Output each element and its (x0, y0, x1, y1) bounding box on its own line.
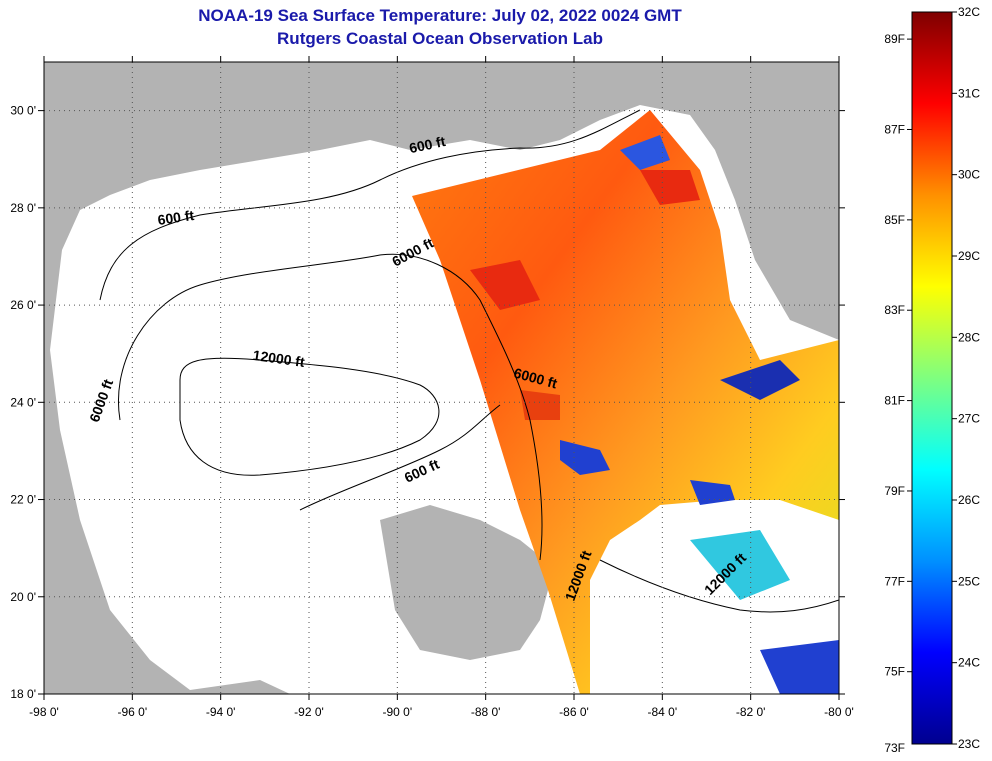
contour-label: 12000 ft (252, 347, 306, 370)
contour-12000ft (179, 357, 440, 476)
colorbar-label-f: 79F (884, 484, 905, 498)
map-frame (43, 61, 840, 695)
lon-tick-label: -86 0' (559, 705, 589, 719)
lat-tick-label: 26 0' (10, 298, 36, 312)
colorbar-labels: 32C 31C 30C 29C 28C 27C 26C 25C 24C 23C 89F 87F 85F 8… (884, 5, 980, 755)
axis-tick-labels: -98 0' -96 0' -94 0' -92 0' -90 0' -88 0' -86 … (10, 104, 853, 719)
sst-cool-patch (620, 135, 670, 170)
sst-swath (412, 110, 839, 694)
sst-cool-patch (720, 360, 800, 400)
yucatan-land (380, 505, 548, 660)
sst-warm-patch (470, 260, 540, 310)
lon-tick-label: -96 0' (118, 705, 148, 719)
colorbar-label-f: 81F (884, 394, 905, 408)
lon-tick-label: -90 0' (383, 705, 413, 719)
caribbean-water (560, 480, 839, 694)
colorbar-label-f: 75F (884, 665, 905, 679)
map-subtitle: Rutgers Coastal Ocean Observation Lab (277, 29, 603, 48)
lon-tick-label: -80 0' (824, 705, 854, 719)
colorbar-label-f: 77F (884, 574, 905, 588)
lon-tick-label: -82 0' (736, 705, 766, 719)
contour-6000ft (118, 253, 543, 561)
sst-cool-patch (690, 530, 790, 600)
colorbar-label-c: 28C (958, 330, 980, 344)
colorbar-label-f: 87F (884, 122, 905, 136)
axis-ticks (38, 56, 845, 700)
lat-tick-label: 30 0' (10, 104, 36, 118)
lat-tick-label: 22 0' (10, 493, 36, 507)
colorbar-label-f: 89F (884, 32, 905, 46)
colorbar (911, 11, 953, 745)
colorbar-label-c: 30C (958, 168, 980, 182)
lon-tick-label: -88 0' (471, 705, 501, 719)
colorbar-label-f: 85F (884, 213, 905, 227)
colorbar-label-c: 25C (958, 574, 980, 588)
sst-warm-patch (520, 390, 560, 420)
colorbar-label-c: 29C (958, 249, 980, 263)
contour-600ft (99, 109, 641, 301)
gridlines (44, 62, 839, 694)
contour-label: 600 ft (408, 133, 447, 156)
lat-tick-label: 24 0' (10, 395, 36, 409)
colorbar-label-f: 73F (884, 741, 905, 755)
map-title: NOAA-19 Sea Surface Temperature: July 02… (198, 6, 682, 25)
contour-12000ft-caribbean (599, 559, 839, 613)
sst-cool-patch (560, 440, 610, 475)
lat-tick-label: 18 0' (10, 687, 36, 701)
contour-600ft-south (299, 404, 501, 511)
contour-label: 600 ft (157, 207, 196, 228)
lon-tick-label: -94 0' (206, 705, 236, 719)
sst-cool-patch (760, 640, 839, 694)
colorbar-label-f: 83F (884, 303, 905, 317)
lon-tick-label: -98 0' (29, 705, 59, 719)
lon-tick-label: -92 0' (294, 705, 324, 719)
lat-tick-label: 28 0' (10, 201, 36, 215)
colorbar-label-c: 31C (958, 86, 980, 100)
colorbar-label-c: 23C (958, 737, 980, 751)
colorbar-label-c: 27C (958, 412, 980, 426)
sst-warm-patch (640, 170, 700, 205)
sst-cool-patch (690, 480, 735, 505)
lon-tick-label: -84 0' (648, 705, 678, 719)
colorbar-label-c: 24C (958, 656, 980, 670)
colorbar-label-c: 32C (958, 5, 980, 19)
lat-tick-label: 20 0' (10, 590, 36, 604)
colorbar-label-c: 26C (958, 493, 980, 507)
